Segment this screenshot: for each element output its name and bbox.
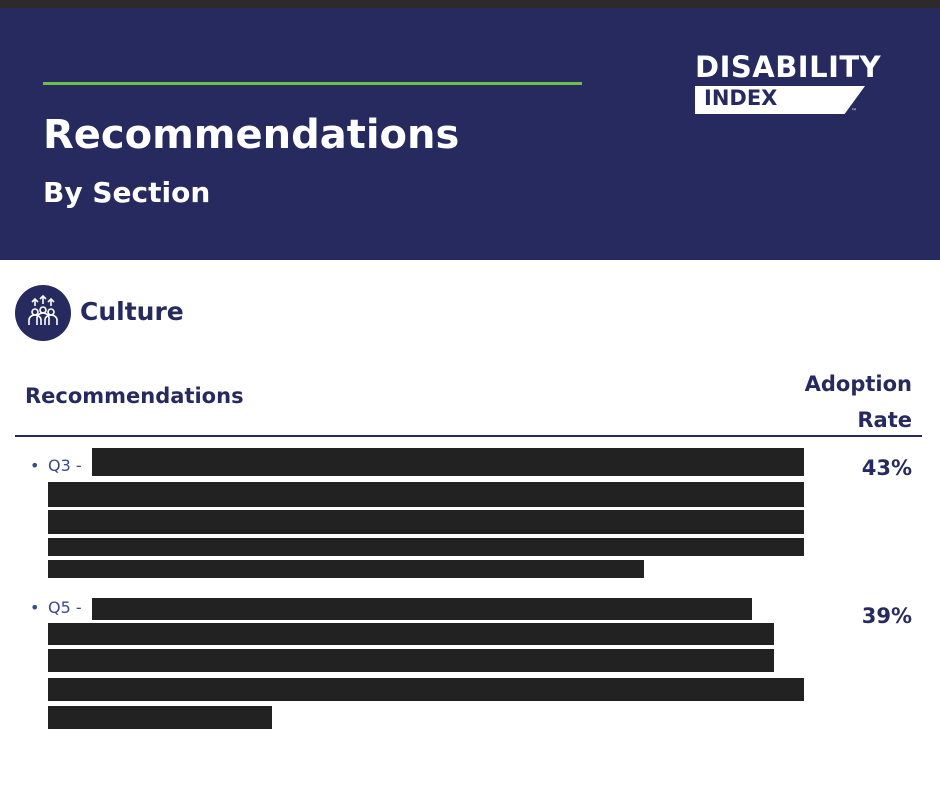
page-title: Recommendations bbox=[43, 112, 460, 158]
question-label: Q5 - bbox=[48, 598, 82, 617]
redaction bbox=[92, 448, 804, 476]
bullet: • bbox=[30, 456, 40, 475]
redaction bbox=[48, 538, 804, 556]
redaction bbox=[48, 510, 804, 534]
redaction bbox=[48, 482, 804, 507]
adoption-rate: 39% bbox=[861, 604, 912, 628]
adoption-rate: 43% bbox=[861, 456, 912, 480]
bullet: • bbox=[30, 598, 40, 617]
header-band bbox=[0, 8, 940, 260]
section-title: Culture bbox=[80, 297, 184, 326]
header-rule bbox=[15, 435, 922, 437]
culture-icon bbox=[15, 285, 71, 341]
redaction bbox=[92, 598, 752, 620]
redaction bbox=[48, 706, 272, 729]
redaction bbox=[48, 560, 644, 578]
redaction bbox=[48, 623, 774, 645]
accent-line bbox=[43, 82, 582, 85]
logo-text: DISABILITY bbox=[695, 50, 882, 84]
column-header: Adoption Rate bbox=[804, 372, 912, 432]
logo-box bbox=[695, 86, 865, 114]
redaction bbox=[48, 678, 804, 701]
column-header: Recommendations bbox=[25, 384, 244, 408]
top-strip bbox=[0, 0, 940, 8]
logo-text: INDEX bbox=[704, 86, 778, 110]
page-subtitle: By Section bbox=[43, 176, 211, 209]
trademark: ™ bbox=[851, 108, 857, 115]
question-label: Q3 - bbox=[48, 456, 82, 475]
redaction bbox=[48, 649, 774, 672]
